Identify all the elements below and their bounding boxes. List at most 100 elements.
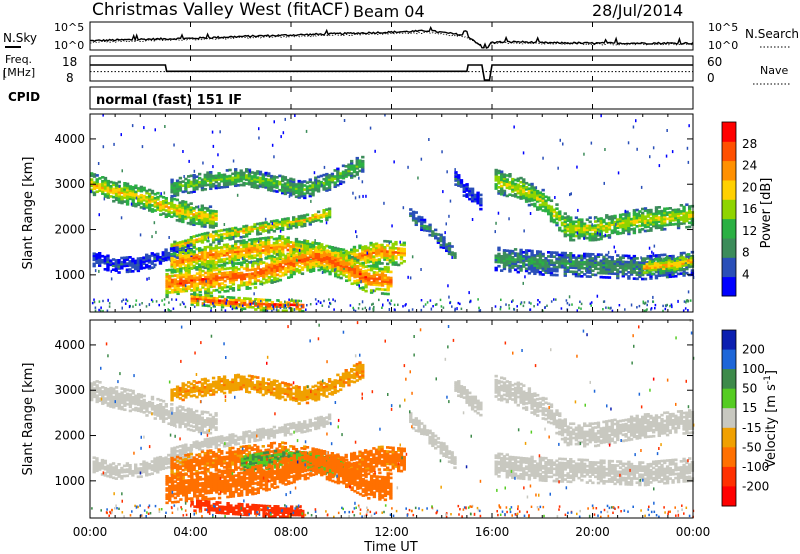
heatmap-cell	[197, 216, 202, 220]
heatmap-cell	[275, 239, 279, 243]
heatmap-cell	[156, 195, 160, 199]
heatmap-cell	[621, 266, 625, 270]
heatmap-cell	[300, 184, 304, 188]
heatmap-cell	[594, 216, 598, 219]
heatmap-cell	[527, 257, 532, 261]
heatmap-cell	[195, 288, 200, 292]
heatmap-cell	[95, 180, 99, 183]
heatmap-cell	[283, 188, 288, 192]
heatmap-cell	[165, 275, 169, 278]
heatmap-cell	[657, 274, 661, 278]
heatmap-cell	[336, 263, 341, 267]
heatmap-cell	[339, 172, 343, 175]
heatmap-cell	[660, 218, 664, 221]
heatmap-cell	[635, 212, 639, 216]
heatmap-cell	[657, 224, 661, 227]
heatmap-cell	[361, 286, 365, 289]
heatmap-cell	[454, 179, 458, 182]
heatmap-cell	[613, 231, 617, 234]
heatmap-cell	[206, 231, 210, 235]
heatmap-cell	[294, 114, 296, 117]
heatmap-cell	[125, 203, 130, 206]
heatmap-cell	[333, 181, 337, 185]
heatmap-cell	[325, 179, 329, 182]
heatmap-cell	[98, 260, 102, 263]
heatmap-cell	[281, 267, 285, 271]
heatmap-cell	[158, 256, 163, 259]
heatmap-cell	[500, 257, 504, 260]
heatmap-cell	[262, 267, 266, 271]
heatmap-cell	[500, 261, 504, 264]
heatmap-cell	[585, 252, 590, 256]
heatmap-cell	[653, 258, 658, 261]
heatmap-cell	[659, 263, 663, 267]
heatmap-cell	[690, 221, 695, 224]
heatmap-cell	[278, 180, 282, 184]
heatmap-cell	[479, 203, 483, 207]
heatmap-cell	[505, 263, 509, 267]
heatmap-cell	[292, 270, 296, 274]
heatmap-cell	[225, 245, 230, 249]
heatmap-cell	[165, 285, 169, 288]
heatmap-cell	[649, 254, 653, 258]
heatmap-cell	[256, 178, 260, 182]
heatmap-cell	[440, 305, 443, 308]
heatmap-cell	[207, 304, 211, 308]
heatmap-cell	[220, 299, 225, 303]
heatmap-cell	[303, 265, 307, 269]
heatmap-cell	[204, 281, 208, 285]
heatmap-cell	[500, 186, 504, 190]
heatmap-cell	[106, 268, 110, 272]
heatmap-cell	[90, 178, 94, 181]
heatmap-cell	[394, 257, 398, 260]
heatmap-cell	[676, 210, 681, 213]
heatmap-cell	[106, 179, 110, 183]
heatmap-cell	[624, 262, 628, 266]
heatmap-cell	[214, 184, 218, 188]
heatmap-cell	[374, 246, 379, 250]
heatmap-cell	[361, 300, 364, 304]
heatmap-cell	[242, 281, 247, 285]
heatmap-cell	[178, 215, 182, 219]
heatmap-cell	[372, 289, 375, 293]
heatmap-cell	[292, 251, 296, 255]
heatmap-cell	[92, 193, 97, 197]
heatmap-cell	[369, 256, 373, 259]
heatmap-cell	[399, 247, 404, 251]
heatmap-cell	[505, 184, 509, 188]
heatmap-cell	[322, 252, 327, 256]
heatmap-cell	[92, 254, 96, 258]
heatmap-cell	[259, 262, 263, 265]
heatmap-cell	[378, 277, 382, 281]
heatmap-cell	[281, 261, 285, 265]
heatmap-cell	[170, 290, 175, 294]
heatmap-cell	[258, 249, 263, 253]
heatmap-cell	[139, 193, 144, 197]
heatmap-cell	[671, 271, 675, 274]
heatmap-cell	[671, 208, 675, 212]
nave-label: Nave	[760, 64, 788, 77]
heatmap-cell	[294, 240, 299, 243]
heatmap-cell	[689, 262, 694, 266]
heatmap-cell	[643, 263, 648, 267]
heatmap-cell	[541, 197, 545, 200]
heatmap-cell	[137, 187, 141, 190]
heatmap-cell	[158, 258, 163, 261]
heatmap-cell	[383, 270, 388, 273]
heatmap-cell	[253, 238, 257, 241]
heatmap-cell	[350, 264, 354, 268]
heatmap-cell	[170, 263, 174, 266]
heatmap-cell	[161, 196, 166, 199]
heatmap-cell	[245, 247, 249, 250]
heatmap-cell	[264, 268, 269, 272]
heatmap-cell	[303, 239, 307, 243]
heatmap-cell	[200, 239, 205, 242]
heatmap-cell	[261, 223, 265, 227]
heatmap-cell	[657, 268, 661, 271]
heatmap-cell	[536, 303, 539, 306]
heatmap-cell	[176, 286, 180, 289]
heatmap-cell	[673, 265, 677, 269]
heatmap-cell	[303, 249, 307, 252]
heatmap-cell	[278, 268, 283, 272]
heatmap-cell	[381, 306, 383, 309]
